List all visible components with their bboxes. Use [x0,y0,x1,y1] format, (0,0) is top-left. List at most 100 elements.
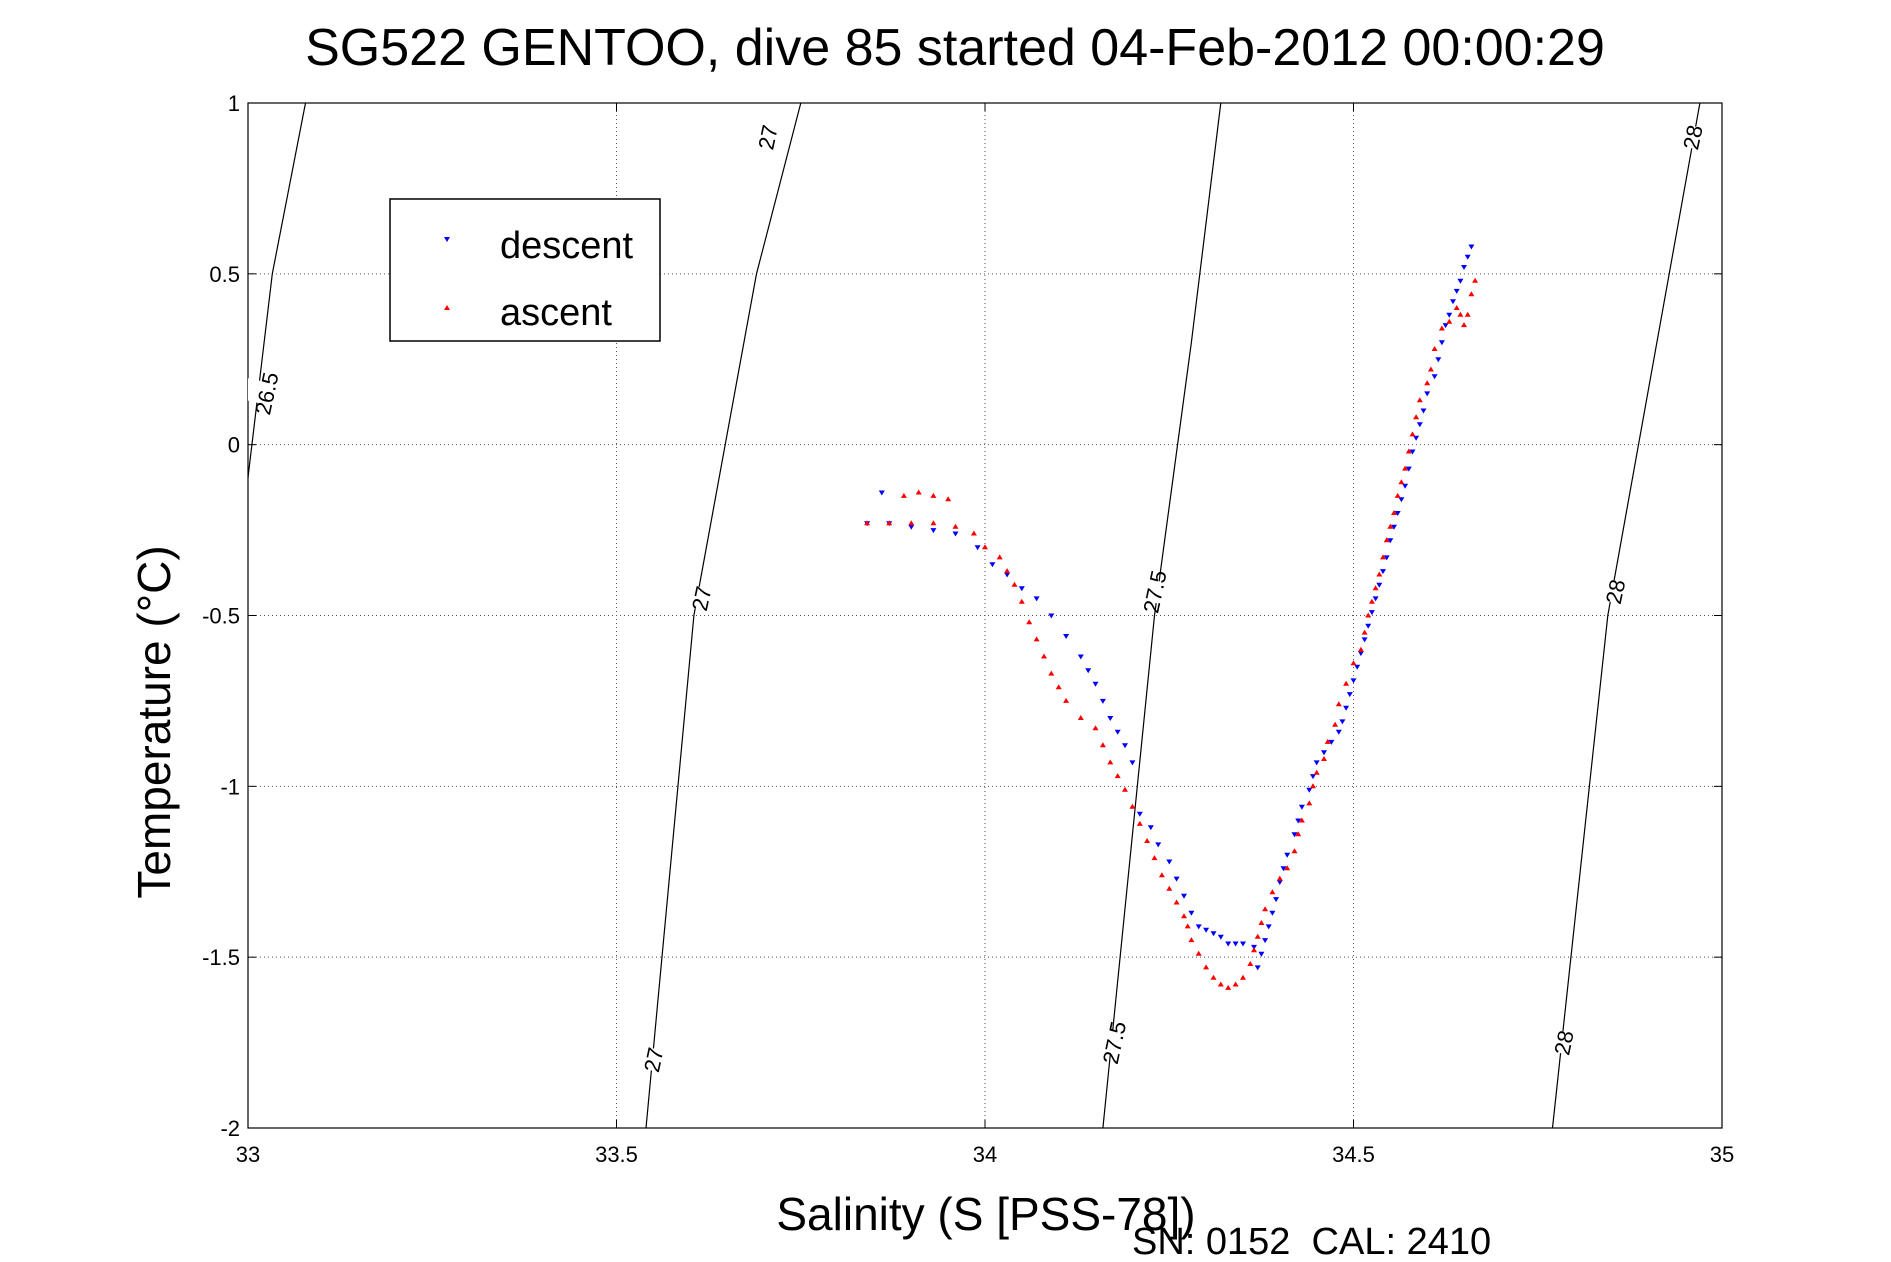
descent-point [1402,483,1409,489]
descent-point [1424,391,1431,397]
descent-point [1346,692,1353,698]
descent-point [1085,668,1092,674]
descent-point [1273,897,1280,903]
descent-point [1298,804,1305,810]
ascent-point [1173,899,1180,905]
ascent-point [1402,465,1409,471]
descent-point [1265,924,1272,930]
ascent-point [1254,933,1261,939]
ascent-point [1276,875,1283,881]
ascent-point [864,520,871,526]
descent-point [1416,422,1423,428]
y-tick-label: -1.5 [202,945,240,970]
contour-label-bg [1591,576,1639,607]
descent-point [1372,596,1379,602]
contour-label: 27 [639,1045,669,1074]
ascent-point [1295,831,1302,837]
ascent-point [900,492,907,498]
descent-point [989,562,996,568]
y-tick-label: 1 [228,91,240,116]
descent-point [1398,497,1405,503]
ascent-point [1258,920,1265,925]
descent-point [1420,408,1427,414]
descent-point [1405,466,1412,472]
descent-point [1365,623,1372,629]
x-axis-label: Salinity (S [PSS-78]) [776,1188,1195,1240]
descent-point [908,524,915,530]
ascent-point [1321,756,1327,761]
ascent-point [1427,366,1434,372]
ascent-point [982,544,988,550]
ascent-point [1151,855,1158,861]
legend-descent-label: descent [500,225,634,267]
x-tick-label: 33 [236,1142,260,1167]
ascent-point [1380,554,1386,560]
descent-point [1321,750,1327,756]
ascent-point [1077,715,1084,720]
descent-point [1335,729,1342,735]
descent-point [1258,951,1265,957]
ascent-point [1136,820,1143,826]
ascent-point [1361,629,1368,635]
descent-point [1155,842,1162,848]
contour-label-bg [1090,1027,1138,1058]
descent-point [1063,634,1070,639]
descent-point [1122,743,1128,749]
ascent-point [1424,380,1431,386]
ascent-point [1269,889,1276,895]
descent-point [1262,938,1269,944]
ascent-point [1416,397,1423,403]
descent-point [1464,254,1471,260]
ascent-point [1055,684,1062,690]
ascent-point [1217,981,1224,987]
ascent-point [952,523,959,529]
descent-point [1431,374,1438,380]
descent-point [1313,760,1320,766]
ascent-point [1166,885,1173,891]
contour-label-bg [743,121,792,153]
legend-ascent-label: ascent [500,292,612,334]
ascent-point [1099,742,1106,748]
descent-point [1280,866,1287,872]
ascent-point [1284,865,1291,871]
descent-point [1442,323,1449,329]
ascent-point [1306,800,1313,806]
ascent-point [1372,585,1379,591]
descent-point [1383,555,1390,561]
ascent-point [1464,311,1471,317]
ascent-point [1472,277,1479,283]
descent-point [1310,774,1316,780]
ascent-point [1350,660,1357,666]
descent-point [1092,681,1099,687]
ascent-point [1438,325,1445,331]
legend-ascent-marker [444,305,450,310]
contour-label: 27 [753,123,783,152]
descent-point [1295,818,1302,824]
descent-point [1361,637,1368,643]
ascent-point [1092,725,1099,731]
ascent-point [1376,571,1383,577]
ascent-point [1184,923,1191,929]
ascent-point [1409,431,1416,437]
ascent-point [1129,803,1136,809]
ascent-series [864,277,1479,990]
descent-point [1284,852,1291,858]
footer-serial-cal: SN: 0152 CAL: 2410 [1132,1221,1491,1262]
descent-point [1450,299,1456,305]
ascent-point [1413,414,1420,420]
descent-point [1409,449,1416,455]
descent-point [1343,705,1350,711]
ascent-point [1144,838,1151,843]
ascent-point [1026,619,1033,625]
ascent-point [1365,612,1372,618]
descent-point [1339,719,1346,725]
ascent-point [1335,701,1342,707]
ascent-point [1240,974,1246,980]
ascent-point [1041,653,1047,659]
descent-point [1217,934,1224,940]
descent-point [1147,825,1154,831]
descent-point [1276,880,1283,885]
descent-point [1048,613,1055,619]
ascent-point [915,489,922,495]
ascent-point [1357,646,1364,652]
